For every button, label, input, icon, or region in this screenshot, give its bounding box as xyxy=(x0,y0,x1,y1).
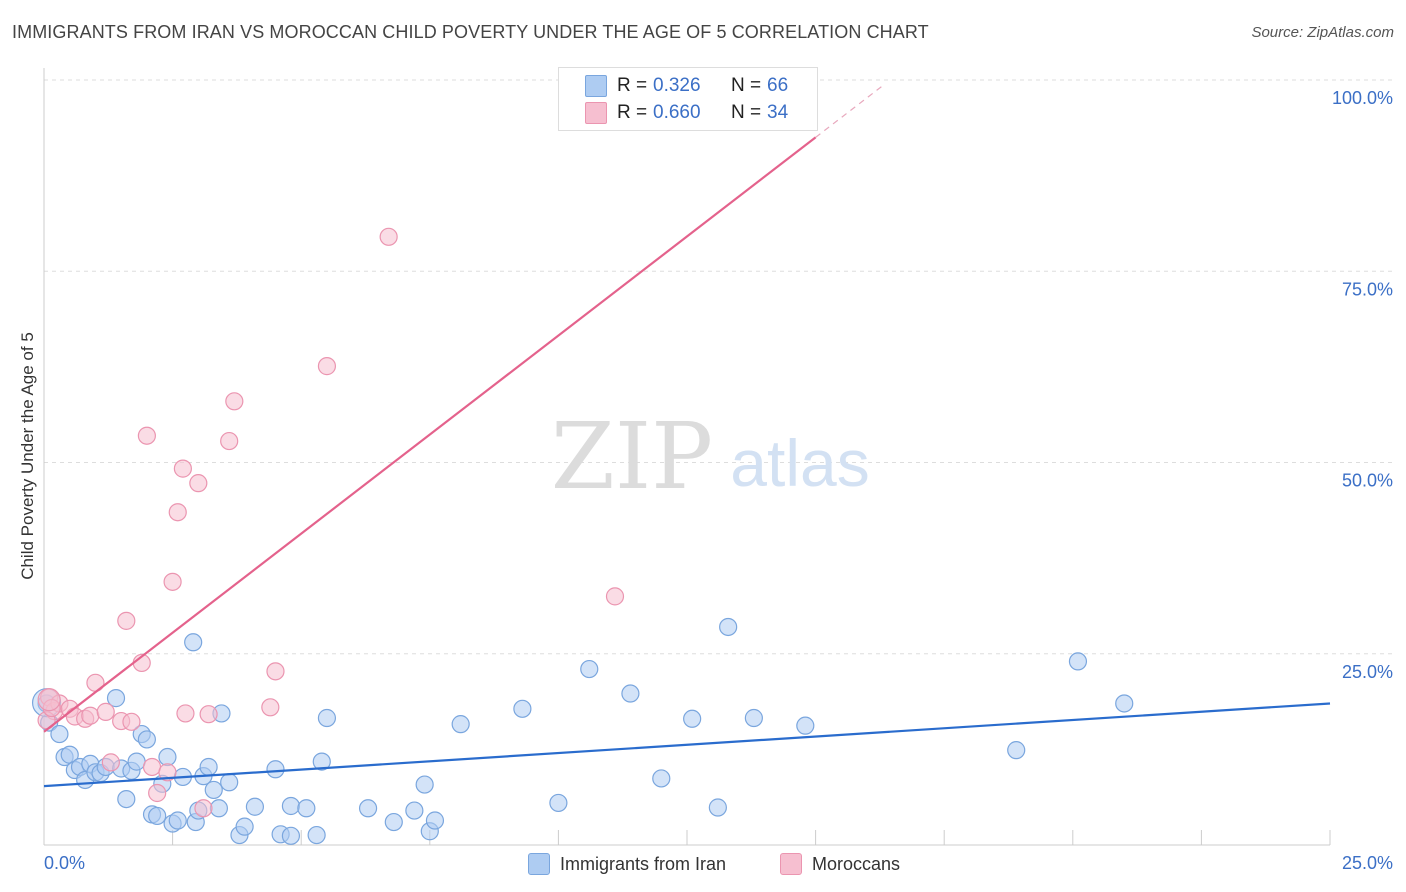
x-tick-label: 25.0% xyxy=(1342,853,1393,873)
legend-n-label: N = xyxy=(731,102,762,123)
iran-point xyxy=(425,811,445,830)
iran-point xyxy=(199,757,218,777)
tick-layer: 100.0% 75.0% 50.0% 25.0% 0.0% 25.0% xyxy=(44,88,1393,873)
iran-point xyxy=(158,747,177,767)
moroccan-point xyxy=(122,712,141,731)
y-axis-label: Child Poverty Under the Age of 5 xyxy=(18,332,37,580)
iran-point xyxy=(621,684,640,703)
moroccan-point xyxy=(199,705,218,724)
iran-point xyxy=(451,715,470,734)
iran-point xyxy=(708,798,727,817)
watermark-atlas: atlas xyxy=(730,426,869,500)
iran-point xyxy=(281,796,301,816)
moroccan-point xyxy=(117,611,136,630)
moroccan-point-cluster xyxy=(37,688,61,712)
iran-point xyxy=(50,724,69,744)
bottom-legend-label: Moroccans xyxy=(812,854,901,874)
moroccan-point xyxy=(96,702,115,721)
iran-point xyxy=(127,752,146,771)
series-moroccans-points xyxy=(37,227,625,818)
iran-point xyxy=(415,775,434,794)
bottom-legend-label: Immigrants from Iran xyxy=(560,854,727,874)
bottom-swatch-moroccans xyxy=(780,853,802,875)
iran-point xyxy=(549,793,568,813)
iran-point xyxy=(137,730,156,749)
bottom-swatch-iran xyxy=(528,853,550,875)
iran-point xyxy=(220,773,239,792)
moroccan-point xyxy=(379,227,398,246)
legend-r-value: 0.326 xyxy=(653,75,701,96)
moroccan-point xyxy=(148,783,167,803)
moroccan-point xyxy=(266,662,285,681)
iran-point xyxy=(744,708,763,728)
moroccan-point xyxy=(225,392,244,411)
trend-line-moroccans xyxy=(43,136,817,733)
moroccan-point xyxy=(81,706,100,725)
watermark-zip: ZIP xyxy=(551,403,713,510)
moroccan-point xyxy=(168,503,187,522)
iran-point xyxy=(209,799,228,818)
legend-n-value: 34 xyxy=(767,102,789,123)
y-tick-label: 25.0% xyxy=(1342,662,1393,682)
legend-r-label: R = xyxy=(617,75,648,96)
moroccan-point xyxy=(173,459,192,478)
iran-point xyxy=(312,752,331,771)
iran-point xyxy=(106,689,126,708)
legend-r-value: 0.660 xyxy=(653,102,701,123)
moroccan-point xyxy=(317,357,337,376)
iran-point xyxy=(796,716,815,735)
iran-point xyxy=(307,825,326,845)
iran-point xyxy=(245,797,265,816)
moroccan-point xyxy=(261,698,280,717)
moroccan-point xyxy=(194,799,213,818)
iran-point xyxy=(358,799,378,818)
trend-extension-moroccans xyxy=(815,85,883,138)
grid-layer xyxy=(43,68,1392,846)
moroccan-point xyxy=(220,431,239,451)
source-label: Source: ZipAtlas.com xyxy=(1251,24,1394,41)
iran-point xyxy=(580,659,599,679)
iran-point xyxy=(405,801,424,820)
moroccan-point xyxy=(176,704,195,723)
iran-point xyxy=(317,708,337,728)
iran-point xyxy=(148,806,167,826)
iran-point xyxy=(1068,652,1088,671)
chart-title: IMMIGRANTS FROM IRAN VS MOROCCAN CHILD P… xyxy=(12,22,929,42)
iran-point xyxy=(235,817,254,836)
iran-point xyxy=(384,812,403,832)
trend-line-iran xyxy=(43,702,1331,788)
iran-point xyxy=(297,799,316,818)
iran-point xyxy=(683,709,702,728)
x-tick-label: 0.0% xyxy=(44,853,85,873)
moroccan-point xyxy=(137,426,156,445)
iran-point xyxy=(168,811,187,830)
moroccan-point xyxy=(605,587,625,606)
iran-point xyxy=(652,769,671,788)
trend-layer xyxy=(43,85,1331,788)
y-tick-label: 75.0% xyxy=(1342,279,1393,299)
legend-swatch-moroccans xyxy=(585,102,607,124)
legend-r-label: R = xyxy=(617,102,648,123)
moroccan-point xyxy=(158,763,177,782)
iran-point xyxy=(266,760,285,779)
iran-point xyxy=(281,826,301,845)
iran-point xyxy=(184,633,203,652)
moroccan-point xyxy=(101,753,120,772)
legend-n-label: N = xyxy=(731,75,762,96)
legend-swatch-iran xyxy=(585,75,607,97)
legend-box: R = 0.326 N = 66 R = 0.660 N = 34 xyxy=(558,67,818,131)
iran-point xyxy=(117,789,136,809)
iran-point xyxy=(1115,694,1134,713)
y-tick-label: 100.0% xyxy=(1332,88,1393,108)
moroccan-point xyxy=(189,474,208,493)
iran-point xyxy=(719,617,738,637)
y-tick-label: 50.0% xyxy=(1342,471,1393,491)
iran-point xyxy=(513,699,532,718)
moroccan-point xyxy=(142,757,162,777)
legend-n-value: 66 xyxy=(767,75,789,96)
iran-point xyxy=(1007,741,1026,760)
moroccan-point xyxy=(163,572,182,591)
iran-point xyxy=(204,780,223,800)
